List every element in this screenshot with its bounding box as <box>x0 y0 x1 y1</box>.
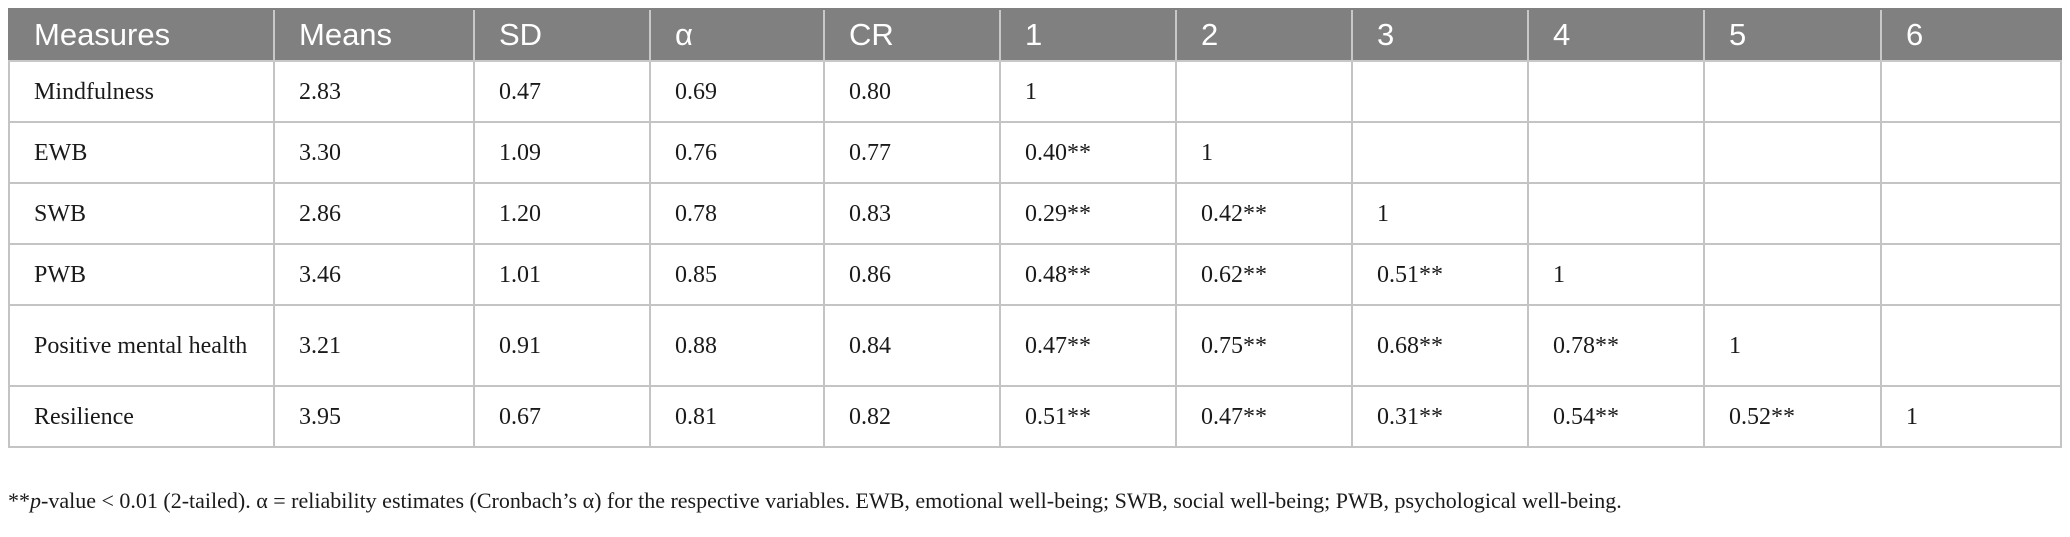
cell-col-6 <box>1880 243 2062 306</box>
cell-col-5 <box>1703 60 1882 123</box>
cell-col-6 <box>1880 304 2062 387</box>
cell-col-2: 0.47** <box>1175 385 1353 448</box>
cell-col-4: 1 <box>1527 243 1705 306</box>
cell-measure: Mindfulness <box>8 60 275 123</box>
cell-col-1: 0.40** <box>999 121 1177 184</box>
cell-col-5: 1 <box>1703 304 1882 387</box>
cell-cr: 0.82 <box>823 385 1001 448</box>
cell-sd: 0.47 <box>473 60 651 123</box>
cell-col-3: 0.31** <box>1351 385 1529 448</box>
cell-alpha: 0.69 <box>649 60 825 123</box>
cell-means: 2.86 <box>273 182 475 245</box>
cell-col-4: 0.78** <box>1527 304 1705 387</box>
cell-col-5: 0.52** <box>1703 385 1882 448</box>
cell-col-4: 0.54** <box>1527 385 1705 448</box>
header-measures: Measures <box>8 8 274 62</box>
table-row: PWB 3.46 1.01 0.85 0.86 0.48** 0.62** 0.… <box>8 243 2062 306</box>
cell-col-3: 0.68** <box>1351 304 1529 387</box>
cell-alpha: 0.78 <box>649 182 825 245</box>
correlation-table-container: Measures Means SD α CR 1 2 3 4 5 6 Mindf… <box>8 8 2062 448</box>
cell-col-2: 0.42** <box>1175 182 1353 245</box>
cell-col-3: 0.51** <box>1351 243 1529 306</box>
cell-cr: 0.77 <box>823 121 1001 184</box>
cell-measure: PWB <box>8 243 275 306</box>
cell-col-1: 0.48** <box>999 243 1177 306</box>
table-row: Mindfulness 2.83 0.47 0.69 0.80 1 <box>8 60 2062 123</box>
cell-col-3 <box>1351 121 1529 184</box>
cell-col-2 <box>1175 60 1353 123</box>
cell-cr: 0.83 <box>823 182 1001 245</box>
cell-col-1: 0.29** <box>999 182 1177 245</box>
footnote-italic-p: p <box>30 488 41 513</box>
cell-measure: Positive mental health <box>8 304 275 387</box>
cell-sd: 1.01 <box>473 243 651 306</box>
cell-alpha: 0.81 <box>649 385 825 448</box>
cell-col-4 <box>1527 121 1705 184</box>
footnote-text: -value < 0.01 (2-tailed). α = reliabilit… <box>41 488 1622 513</box>
cell-sd: 0.91 <box>473 304 651 387</box>
cell-col-6: 1 <box>1880 385 2062 448</box>
cell-col-4 <box>1527 60 1705 123</box>
footnote-prefix: ** <box>8 488 30 513</box>
cell-means: 2.83 <box>273 60 475 123</box>
header-alpha: α <box>649 8 824 62</box>
table-row: Resilience 3.95 0.67 0.81 0.82 0.51** 0.… <box>8 385 2062 448</box>
cell-alpha: 0.85 <box>649 243 825 306</box>
cell-col-5 <box>1703 243 1882 306</box>
cell-sd: 0.67 <box>473 385 651 448</box>
cell-means: 3.21 <box>273 304 475 387</box>
cell-sd: 1.20 <box>473 182 651 245</box>
cell-col-2: 0.75** <box>1175 304 1353 387</box>
cell-means: 3.46 <box>273 243 475 306</box>
cell-sd: 1.09 <box>473 121 651 184</box>
header-col-1: 1 <box>999 8 1176 62</box>
cell-col-6 <box>1880 60 2062 123</box>
cell-cr: 0.80 <box>823 60 1001 123</box>
header-cr: CR <box>823 8 1000 62</box>
header-col-6: 6 <box>1880 8 2062 62</box>
cell-cr: 0.86 <box>823 243 1001 306</box>
header-col-5: 5 <box>1703 8 1881 62</box>
cell-col-3 <box>1351 60 1529 123</box>
table-header-row: Measures Means SD α CR 1 2 3 4 5 6 <box>8 8 2062 62</box>
header-sd: SD <box>473 8 650 62</box>
cell-col-1: 0.51** <box>999 385 1177 448</box>
cell-col-6 <box>1880 121 2062 184</box>
header-col-3: 3 <box>1351 8 1528 62</box>
cell-cr: 0.84 <box>823 304 1001 387</box>
cell-col-4 <box>1527 182 1705 245</box>
table-row: EWB 3.30 1.09 0.76 0.77 0.40** 1 <box>8 121 2062 184</box>
cell-means: 3.95 <box>273 385 475 448</box>
table-row: SWB 2.86 1.20 0.78 0.83 0.29** 0.42** 1 <box>8 182 2062 245</box>
cell-col-5 <box>1703 182 1882 245</box>
cell-means: 3.30 <box>273 121 475 184</box>
cell-col-2: 1 <box>1175 121 1353 184</box>
cell-col-2: 0.62** <box>1175 243 1353 306</box>
cell-measure: SWB <box>8 182 275 245</box>
header-means: Means <box>273 8 474 62</box>
header-col-2: 2 <box>1175 8 1352 62</box>
cell-alpha: 0.88 <box>649 304 825 387</box>
correlation-table: Measures Means SD α CR 1 2 3 4 5 6 Mindf… <box>8 8 2062 448</box>
table-row: Positive mental health 3.21 0.91 0.88 0.… <box>8 304 2062 387</box>
cell-alpha: 0.76 <box>649 121 825 184</box>
cell-col-1: 1 <box>999 60 1177 123</box>
cell-col-3: 1 <box>1351 182 1529 245</box>
header-col-4: 4 <box>1527 8 1704 62</box>
cell-col-1: 0.47** <box>999 304 1177 387</box>
table-footnote: **p-value < 0.01 (2-tailed). α = reliabi… <box>8 488 1622 514</box>
cell-col-5 <box>1703 121 1882 184</box>
cell-measure: EWB <box>8 121 275 184</box>
cell-col-6 <box>1880 182 2062 245</box>
cell-measure: Resilience <box>8 385 275 448</box>
